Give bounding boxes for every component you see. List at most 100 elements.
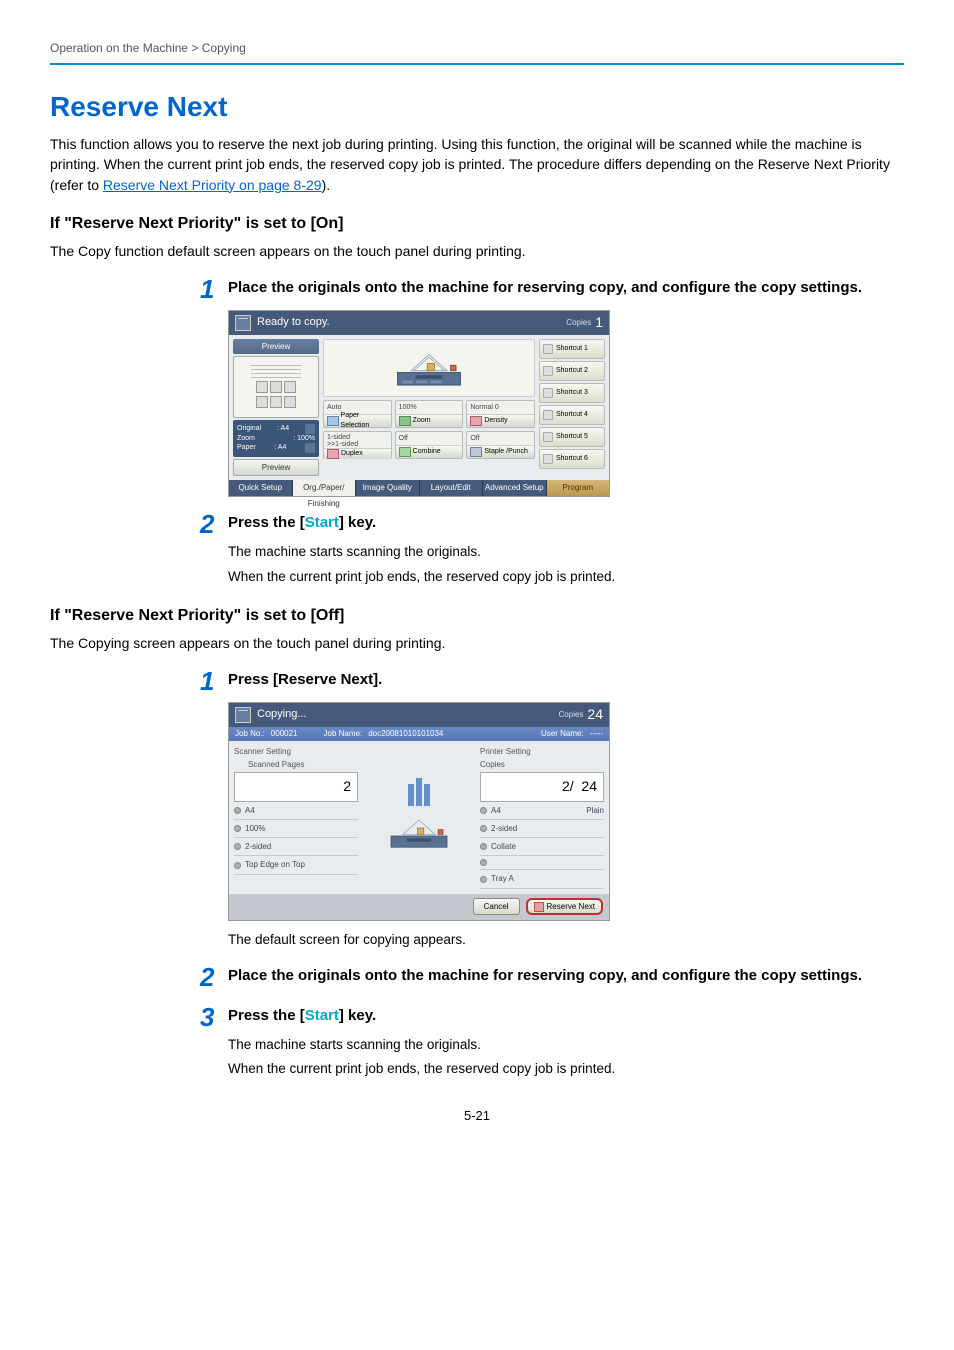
tab-quick-setup[interactable]: Quick Setup	[229, 480, 293, 496]
shortcut-icon	[543, 344, 553, 354]
arrow-icon[interactable]	[305, 424, 315, 434]
tab-advanced[interactable]: Advanced Setup	[483, 480, 547, 496]
step-heading: Press [Reserve Next].	[228, 668, 382, 690]
intro-text: This function allows you to reserve the …	[50, 134, 904, 195]
preview-button[interactable]: Preview	[233, 459, 319, 476]
off-step-2: 2 Place the originals onto the machine f…	[50, 964, 904, 990]
divider	[50, 63, 904, 65]
panel-header: Ready to copy. Copies 1	[229, 311, 609, 335]
page-title: Reserve Next	[50, 87, 904, 126]
printer-line: Collate	[480, 838, 604, 856]
step-number: 1	[200, 668, 228, 694]
shortcut-icon	[543, 366, 553, 376]
off-step1-body: The default screen for copying appears.	[228, 931, 904, 950]
mid-tray-icon	[374, 812, 464, 855]
cancel-button[interactable]: Cancel	[473, 898, 520, 915]
staple-option[interactable]: Off Staple /Punch	[466, 431, 535, 459]
bullet-icon	[234, 862, 241, 869]
step-number: 2	[200, 964, 228, 990]
shortcut-2[interactable]: Shortcut 2	[539, 361, 605, 381]
printer-setting-title: Printer Setting	[480, 746, 604, 757]
shortcut-1[interactable]: Shortcut 1	[539, 339, 605, 359]
step-number: 1	[200, 276, 228, 302]
scanner-line: Top Edge on Top	[234, 856, 358, 874]
tray-icon	[384, 345, 474, 391]
panel-tabs: Quick Setup Org./Paper/ Finishing Image …	[229, 480, 609, 496]
tab-program[interactable]: Program	[547, 480, 610, 496]
opt-val: Off	[396, 434, 463, 445]
combine-icon	[399, 447, 411, 457]
heading-on: If "Reserve Next Priority" is set to [On…	[50, 213, 904, 235]
on-step2-body1: The machine starts scanning the original…	[228, 543, 904, 562]
username-label: User Name:	[541, 728, 584, 739]
opt-btn: Density	[484, 416, 507, 426]
shortcut-6[interactable]: Shortcut 6	[539, 449, 605, 469]
shortcut-3[interactable]: Shortcut 3	[539, 383, 605, 403]
jobname-value: doc20081010101034	[368, 728, 443, 739]
printer-line	[480, 856, 604, 870]
shortcut-label: Shortcut 6	[556, 454, 588, 464]
arrow-icon[interactable]	[305, 443, 315, 453]
opt-val: 1-sided>>1-sided	[324, 434, 391, 448]
preview-title: Preview	[233, 339, 319, 354]
step-heading: Press the [Start] key.	[228, 1004, 376, 1026]
bullet-icon	[480, 825, 487, 832]
shortcut-label: Shortcut 3	[556, 388, 588, 398]
duplex-icon	[327, 449, 339, 459]
copies-value: 1	[595, 313, 603, 333]
step-heading: Place the originals onto the machine for…	[228, 276, 862, 298]
shortcut-icon	[543, 410, 553, 420]
paper-val: : A4	[274, 443, 286, 453]
bullet-icon	[480, 859, 487, 866]
opt-btn: Staple /Punch	[484, 447, 528, 457]
printer-column: Printer Setting Copies 2/ 24 A4Plain 2-s…	[480, 746, 604, 889]
tab-image-quality[interactable]: Image Quality	[356, 480, 420, 496]
job-info-bar: Job No.: 000021 Job Name: doc20081010101…	[229, 727, 609, 741]
jobno-value: 000021	[271, 728, 298, 739]
start-key: Start	[305, 1007, 339, 1024]
shortcut-4[interactable]: Shortcut 4	[539, 405, 605, 425]
tab-org-paper[interactable]: Org./Paper/ Finishing	[293, 480, 357, 496]
on-step-2: 2 Press the [Start] key.	[50, 511, 904, 537]
status-text: Copying...	[257, 707, 559, 722]
opt-val: Off	[467, 434, 534, 445]
scanner-line: A4	[234, 802, 358, 820]
desc-off: The Copying screen appears on the touch …	[50, 633, 904, 653]
tab-layout-edit[interactable]: Layout/Edit	[420, 480, 484, 496]
desc-on: The Copy function default screen appears…	[50, 241, 904, 261]
opt-btn: Paper Selection	[341, 411, 388, 431]
status-text: Ready to copy.	[257, 315, 566, 330]
jobname-label: Job Name:	[324, 728, 363, 739]
bullet-icon	[234, 807, 241, 814]
printer-line: A4Plain	[480, 802, 604, 820]
paper-tray-diagram	[323, 339, 535, 397]
shortcut-icon	[543, 432, 553, 442]
document-icon	[235, 707, 251, 723]
staple-icon	[470, 447, 482, 457]
scanner-line: 2-sided	[234, 838, 358, 856]
bullet-icon	[480, 807, 487, 814]
scanner-column: Scanner Setting Scanned Pages 2 A4 100% …	[234, 746, 358, 889]
reserve-next-button[interactable]: Reserve Next	[526, 898, 603, 915]
shortcut-label: Shortcut 2	[556, 366, 588, 376]
duplex-option[interactable]: 1-sided>>1-sided Duplex	[323, 431, 392, 459]
paper-selection-option[interactable]: Auto Paper Selection	[323, 400, 392, 428]
opt-btn: Zoom	[413, 416, 431, 426]
zoom-option[interactable]: 100% Zoom	[395, 400, 464, 428]
zoom-val: : 100%	[293, 434, 315, 443]
bullet-icon	[234, 825, 241, 832]
copies-label: Copies	[566, 317, 591, 328]
combine-option[interactable]: Off Combine	[395, 431, 464, 459]
copies-sub-label: Copies	[480, 759, 604, 770]
page-number: 5-21	[50, 1107, 904, 1125]
off-step-3: 3 Press the [Start] key.	[50, 1004, 904, 1030]
density-option[interactable]: Normal 0 Density	[466, 400, 535, 428]
opt-btn: Duplex	[341, 449, 363, 459]
breadcrumb: Operation on the Machine > Copying	[50, 40, 904, 57]
scanner-setting-title: Scanner Setting	[234, 746, 358, 757]
shortcut-5[interactable]: Shortcut 5	[539, 427, 605, 447]
printer-line: 2-sided	[480, 820, 604, 838]
orig-val: : A4	[277, 424, 289, 434]
scan-animation-icon	[374, 778, 464, 808]
reserve-next-priority-link[interactable]: Reserve Next Priority on page 8-29	[103, 177, 322, 193]
